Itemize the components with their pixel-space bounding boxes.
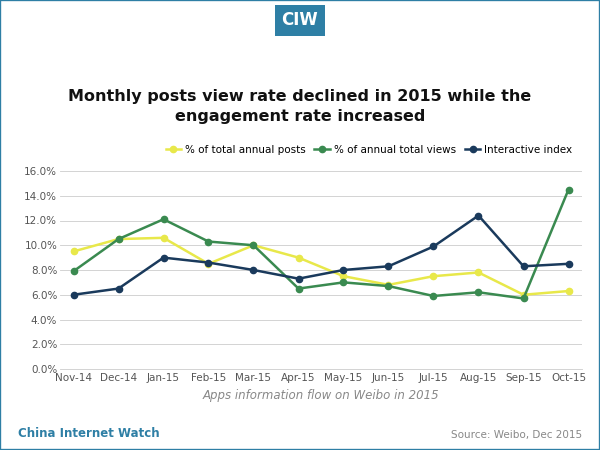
Text: China Internet Watch: China Internet Watch: [18, 427, 160, 440]
Text: Source: Weibo, Dec 2015: Source: Weibo, Dec 2015: [451, 430, 582, 440]
Text: engagement rate increased: engagement rate increased: [175, 109, 425, 125]
Text: CIW: CIW: [281, 11, 319, 29]
Legend: % of total annual posts, % of annual total views, Interactive index: % of total annual posts, % of annual tot…: [161, 140, 577, 159]
Text: Monthly posts view rate declined in 2015 while the: Monthly posts view rate declined in 2015…: [68, 89, 532, 104]
X-axis label: Apps information flow on Weibo in 2015: Apps information flow on Weibo in 2015: [203, 389, 439, 402]
